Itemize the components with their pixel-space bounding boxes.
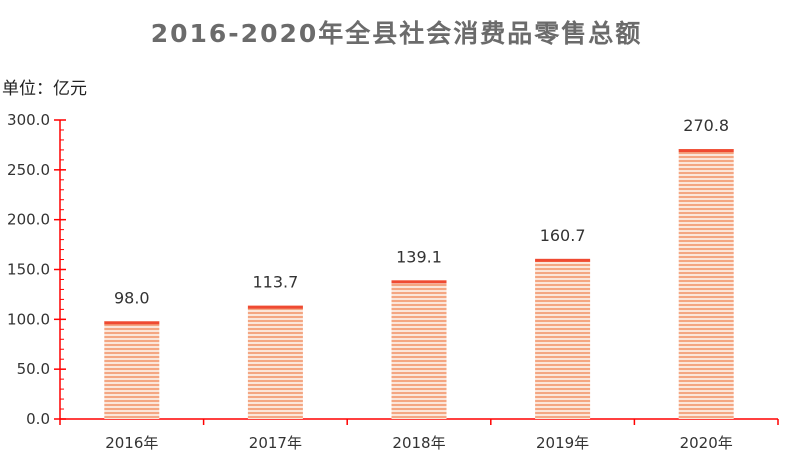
y-tick-label: 200.0	[7, 211, 50, 229]
y-tick-label: 150.0	[7, 261, 50, 279]
y-tick-label: 50.0	[17, 360, 50, 378]
y-tick-label: 100.0	[7, 310, 50, 328]
data-label: 160.7	[540, 226, 586, 245]
y-tick-label: 250.0	[7, 161, 50, 179]
bar-top-edge	[247, 305, 303, 309]
x-tick-label: 2020年	[680, 434, 733, 452]
data-label: 98.0	[114, 288, 150, 307]
x-tick-label: 2018年	[392, 434, 445, 452]
bar	[678, 149, 734, 419]
x-tick-label: 2016年	[105, 434, 158, 452]
data-label: 270.8	[683, 116, 729, 135]
bar	[535, 258, 591, 419]
bar-top-edge	[535, 258, 591, 262]
chart-title: 2016-2020年全县社会消费品零售总额	[150, 19, 643, 48]
x-tick-label: 2017年	[249, 434, 302, 452]
bar	[104, 321, 160, 419]
bar-top-edge	[104, 321, 160, 325]
bar-top-edge	[391, 280, 447, 284]
bar	[391, 280, 447, 419]
data-label: 139.1	[396, 247, 442, 266]
y-tick-label: 300.0	[7, 111, 50, 129]
bar-top-edge	[678, 149, 734, 153]
data-label: 113.7	[252, 273, 298, 292]
bar	[247, 305, 303, 419]
y-tick-label: 0.0	[26, 410, 50, 428]
unit-label: 单位：亿元	[2, 79, 87, 99]
x-tick-label: 2019年	[536, 434, 589, 452]
